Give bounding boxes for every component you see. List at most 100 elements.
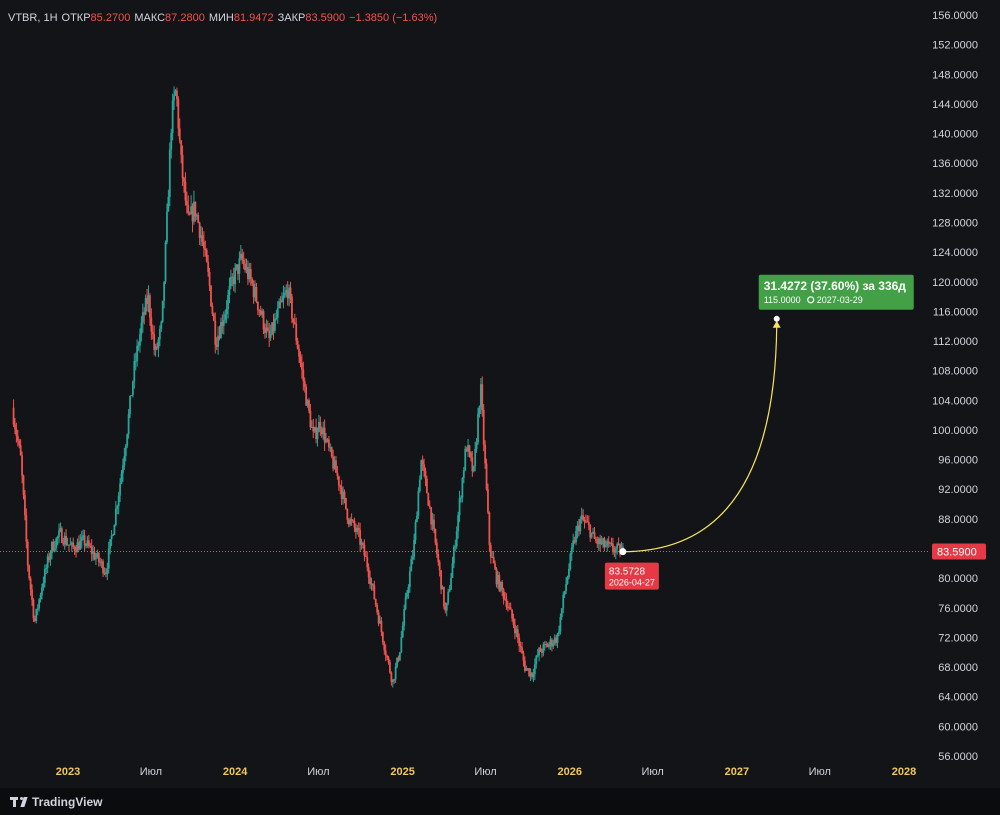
y-tick-label: 120.0000 [932, 277, 978, 289]
candle-body [337, 476, 340, 486]
candle-body [299, 356, 302, 363]
price-axis[interactable]: 156.0000 152.0000 148.0000 144.0000 140.0000… [932, 10, 978, 763]
candle-body [315, 427, 317, 440]
candle-body [123, 455, 126, 466]
candle-body [187, 205, 190, 214]
candle-body [552, 643, 555, 647]
last-price-badge-bg [932, 543, 986, 560]
candle-body [523, 660, 526, 671]
y-tick-label: 96.0000 [938, 455, 978, 467]
candle-body [485, 463, 488, 490]
candle-body [73, 546, 76, 551]
candle-body [553, 637, 556, 644]
candle-body [310, 426, 313, 428]
candle-body [63, 535, 66, 545]
candle-body [604, 545, 607, 547]
candle-body [431, 519, 434, 525]
candle-body [457, 515, 460, 532]
candle-body [279, 301, 282, 303]
candle-body [210, 285, 212, 307]
candle-body [204, 248, 207, 251]
candle-body [177, 99, 180, 129]
candle-body [217, 335, 219, 347]
candle-body [406, 593, 408, 598]
candle-body [86, 540, 89, 546]
candle-body [283, 292, 286, 296]
candle-body [117, 495, 120, 507]
candle-body [589, 525, 592, 538]
candle-body [318, 422, 320, 433]
y-tick-label: 100.0000 [932, 425, 978, 437]
price-chart[interactable]: 31.4272 (37.60%) за 336д 115.0000 2027-0… [0, 0, 1000, 788]
symbol-label[interactable]: VTBR, 1Н [8, 12, 58, 24]
candle-body [18, 440, 21, 446]
candle-body [538, 647, 540, 656]
candle-body [325, 439, 327, 443]
projection-target-point[interactable] [773, 315, 780, 322]
candle-body [410, 559, 413, 572]
candle-body [374, 599, 377, 606]
candle-body [316, 432, 319, 440]
candle-body [228, 286, 231, 296]
candle-body [102, 561, 104, 574]
candle-body [492, 556, 495, 564]
low-label: МИН [208, 12, 234, 24]
candle-body [97, 553, 100, 562]
time-axis[interactable]: 2023 Июл 2024 Июл 2025 Июл 2026 Июл 2027 Июл 2028 [56, 766, 916, 778]
candle-body [298, 348, 300, 357]
candle-body [506, 606, 509, 608]
candle-body [340, 487, 343, 500]
candle-body [197, 214, 200, 223]
open-label: ОТКР [61, 12, 91, 24]
candle-body [369, 577, 371, 585]
candle-body [470, 452, 472, 458]
x-tick-label: Июл [809, 766, 831, 778]
candle-body [166, 211, 168, 243]
candle-body [526, 668, 529, 670]
y-tick-label: 148.0000 [932, 69, 978, 81]
candle-body [157, 339, 160, 349]
candle-body [258, 310, 261, 312]
candle-body [282, 295, 285, 300]
candle-body [398, 652, 401, 661]
tradingview-logo[interactable]: TradingView [10, 795, 102, 809]
candle-body [289, 287, 292, 297]
clock-icon [807, 296, 815, 304]
candle-body [518, 637, 521, 647]
target-box-bg [758, 274, 914, 310]
candle-body [414, 522, 417, 540]
candle-body [353, 520, 356, 528]
candle-body [482, 409, 485, 445]
candle-body [211, 306, 214, 314]
candle-body [515, 629, 518, 634]
candle-body [69, 544, 72, 546]
candle-body [114, 508, 117, 525]
candle-body [170, 132, 173, 150]
candle-body [251, 278, 254, 284]
candle-body [62, 542, 65, 545]
candle-body [417, 491, 420, 516]
candle-body [133, 360, 136, 382]
start-date: 2026-04-27 [609, 578, 655, 588]
candle-body [248, 269, 251, 280]
candle-body [494, 563, 496, 569]
candle-body [160, 321, 163, 329]
candle-body [39, 595, 42, 600]
x-tick-label: 2027 [725, 766, 749, 778]
candle-body [455, 531, 458, 547]
candle-body [183, 178, 185, 182]
candle-body [134, 360, 137, 362]
candle-body [502, 589, 505, 599]
candle-body [434, 529, 437, 543]
candle-body [413, 539, 416, 557]
y-tick-label: 140.0000 [932, 129, 978, 141]
projection-start-point[interactable] [619, 548, 627, 556]
candle-body [403, 609, 406, 626]
candle-body [221, 322, 224, 327]
candle-body [384, 650, 387, 656]
candle-body [80, 537, 83, 541]
candle-body [501, 582, 504, 590]
candle-body [556, 633, 559, 643]
target-box[interactable]: 31.4272 (37.60%) за 336д 115.0000 2027-0… [758, 274, 914, 310]
candle-body [167, 196, 170, 212]
